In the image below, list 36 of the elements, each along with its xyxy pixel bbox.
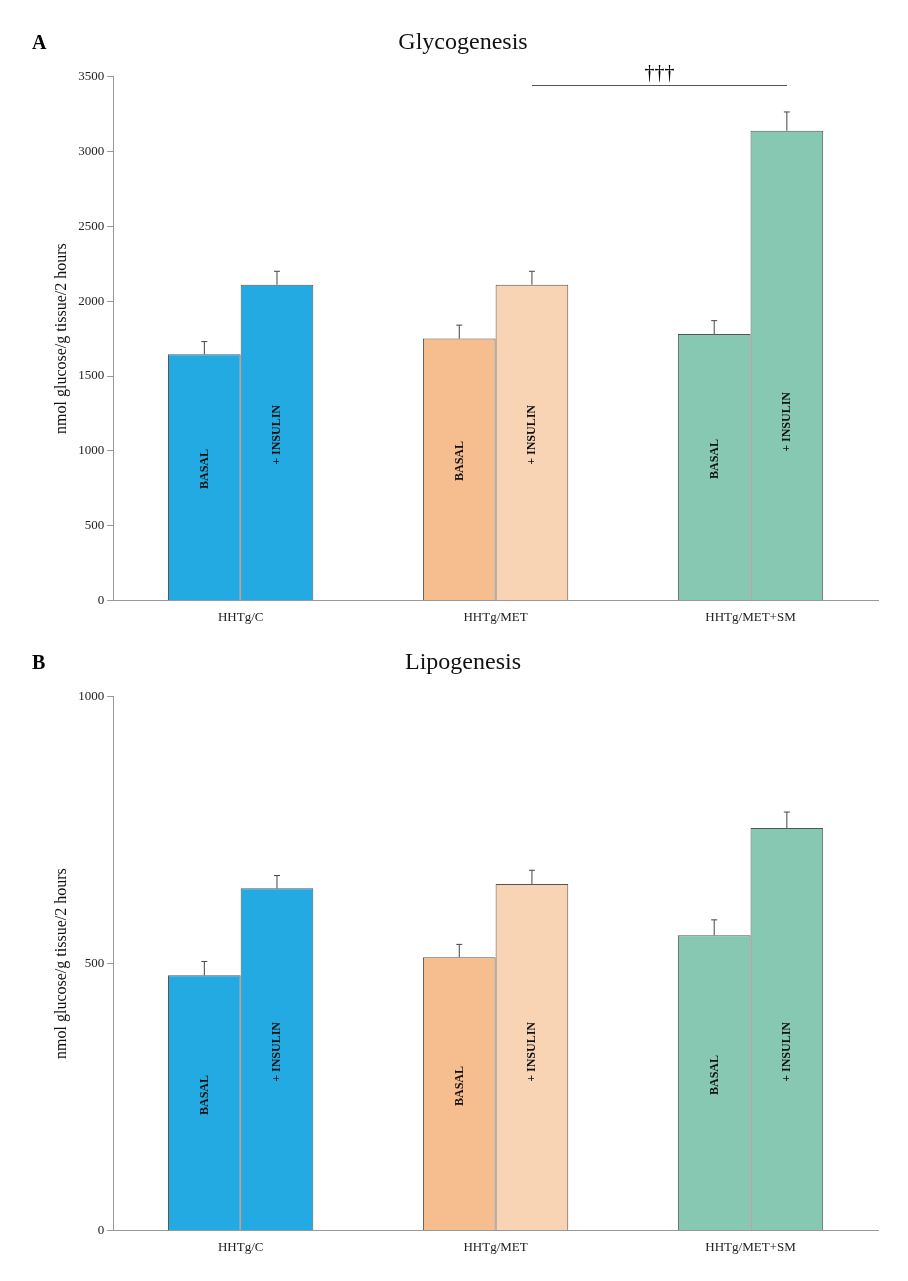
y-tick-label: 2500	[78, 217, 105, 233]
annotation: †††	[644, 61, 675, 84]
chart-title: Glycogenesis	[398, 27, 528, 54]
y-tick-label: 0	[97, 1221, 105, 1237]
y-tick-label: 1500	[78, 367, 105, 383]
x-tick-label: HHTg/MET	[463, 608, 528, 624]
x-tick-label: HHTg/MET+SM	[705, 608, 797, 624]
y-tick-label: 1000	[78, 442, 105, 458]
series-label: BASAL	[451, 441, 467, 482]
chart-title: Lipogenesis	[405, 647, 521, 674]
x-tick-label: HHTg/C	[217, 608, 264, 624]
text: BASAL	[196, 1074, 211, 1115]
text: + INSULIN	[779, 392, 794, 453]
text: BASAL	[196, 449, 211, 490]
y-tick-label: 3500	[78, 68, 105, 84]
y-tick-label: 2000	[78, 292, 105, 308]
y-tick-label: 0	[97, 591, 105, 607]
y-tick-label: 1000	[78, 688, 105, 704]
series-label: + INSULIN	[524, 404, 540, 465]
text: + INSULIN	[269, 404, 284, 465]
text: + INSULIN	[269, 1022, 284, 1083]
text: + INSULIN	[779, 1022, 794, 1083]
series-label: BASAL	[451, 1065, 467, 1106]
x-tick-label: HHTg/C	[217, 1238, 264, 1254]
x-tick-label: HHTg/MET+SM	[705, 1238, 797, 1254]
text: A	[32, 31, 47, 54]
x-tick-label: HHTg/MET	[463, 1238, 528, 1254]
text: BASAL	[706, 1054, 721, 1095]
text: B	[32, 651, 46, 674]
y-axis-title: nmol glucose/g tissue/2 hours	[51, 868, 70, 1059]
y-tick-label: 500	[84, 955, 105, 971]
y-tick-label: 500	[84, 517, 105, 533]
y-axis-title: nmol glucose/g tissue/2 hours	[51, 243, 70, 434]
text: BASAL	[706, 439, 721, 480]
y-tick-label: 3000	[78, 143, 105, 159]
series-label: + INSULIN	[524, 1022, 540, 1083]
